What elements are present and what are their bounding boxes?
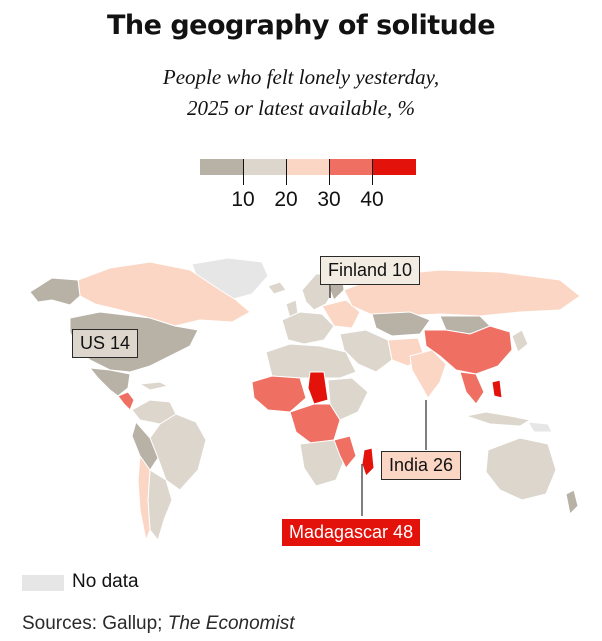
legend-label-30: 30 xyxy=(317,188,341,211)
source-economist: The Economist xyxy=(167,613,295,634)
central-america xyxy=(117,391,135,411)
eastern-europe xyxy=(321,299,361,329)
china xyxy=(423,325,513,375)
callout-finland: Finland 10 xyxy=(320,256,421,285)
iceland xyxy=(267,281,287,295)
legend-swatch-30-40 xyxy=(330,159,373,175)
west-africa xyxy=(251,375,307,413)
mozambique-zambia xyxy=(333,435,357,469)
callout-madagascar: Madagascar 48 xyxy=(281,518,422,547)
legend-label-40: 40 xyxy=(360,188,384,211)
legend-label-20: 20 xyxy=(274,188,298,211)
subtitle-line-1: People who felt lonely yesterday, xyxy=(162,65,440,89)
no-data-label: No data xyxy=(72,571,139,592)
legend-label-10: 10 xyxy=(231,188,255,211)
legend-tick-30 xyxy=(329,159,330,185)
chile xyxy=(137,454,151,542)
legend-tick-20 xyxy=(286,159,287,185)
alaska xyxy=(29,277,81,306)
legend-swatch-20-30 xyxy=(287,159,330,175)
legend-swatch-10-20 xyxy=(244,159,287,175)
chart-subtitle: People who felt lonely yesterday, 2025 o… xyxy=(0,62,602,124)
western-europe xyxy=(281,311,335,345)
indonesia xyxy=(464,411,532,427)
mexico xyxy=(88,367,131,397)
no-data-swatch xyxy=(22,575,64,591)
korea-japan xyxy=(511,329,529,353)
callout-india: India 26 xyxy=(381,451,462,480)
papua-new-guinea xyxy=(527,421,553,433)
callout-us: US 14 xyxy=(72,329,139,358)
legend-tick-10 xyxy=(243,159,244,185)
kazakhstan xyxy=(371,311,431,337)
southeast-asia xyxy=(459,371,485,405)
canada xyxy=(77,261,251,327)
legend-tick-40 xyxy=(372,159,373,185)
new-zealand xyxy=(565,489,579,516)
subtitle-line-2: 2025 or latest available, % xyxy=(186,96,416,120)
source-prefix: Sources: Gallup; xyxy=(22,613,168,634)
legend-swatch-40-plus xyxy=(373,159,416,175)
chart-title: The geography of solitude xyxy=(106,10,496,41)
legend-swatch-0-10 xyxy=(200,159,244,175)
source-note: Sources: Gallup; The Economist xyxy=(22,613,294,635)
india xyxy=(409,349,447,399)
philippines xyxy=(491,379,503,399)
cuba xyxy=(138,381,170,391)
chad xyxy=(307,371,329,405)
madagascar xyxy=(361,447,375,477)
central-africa xyxy=(289,403,341,445)
australia xyxy=(485,437,557,501)
color-scale-legend xyxy=(200,159,416,175)
